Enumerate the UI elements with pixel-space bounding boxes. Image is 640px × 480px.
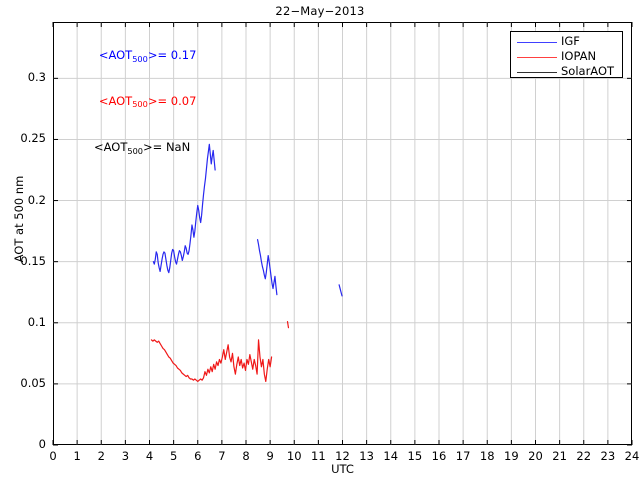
y-tick-label: 0 — [38, 437, 46, 451]
annotation-mean-aot: <AOT500>= 0.17 — [98, 48, 197, 64]
y-tick-label: 0.1 — [27, 314, 46, 329]
legend-item-solaraot: SolarAOT — [511, 64, 624, 80]
x-tick-label: 24 — [624, 449, 640, 463]
x-tick-label: 5 — [169, 449, 178, 463]
x-tick-label: 9 — [266, 449, 274, 463]
x-tick-label: 10 — [286, 449, 302, 463]
x-tick-label: 17 — [455, 449, 471, 463]
y-axis-label: AOT at 500 nm — [12, 175, 26, 263]
x-tick-label: 21 — [552, 449, 567, 463]
x-tick-label: 20 — [528, 449, 543, 463]
x-tick-label: 16 — [431, 449, 447, 463]
legend-label-iopan: IOPAN — [561, 49, 597, 63]
x-tick-label: 2 — [97, 449, 105, 463]
x-tick-label: 19 — [504, 449, 519, 463]
legend-label-solaraot: SolarAOT — [561, 64, 615, 78]
chart-title: 22−May−2013 — [275, 4, 365, 18]
x-tick-label: 18 — [479, 449, 495, 463]
x-tick-label: 7 — [218, 449, 226, 463]
legend-swatch-solaraot — [517, 72, 557, 73]
x-tick-label: 0 — [49, 449, 57, 463]
legend-label-igf: IGF — [561, 34, 580, 48]
legend: IGF IOPAN SolarAOT — [510, 31, 623, 78]
y-tick-label: 0.3 — [27, 70, 46, 85]
y-tick-label: 0.15 — [20, 253, 46, 268]
x-tick-label: 12 — [335, 449, 350, 463]
x-tick-label: 13 — [359, 449, 374, 463]
legend-swatch-iopan — [517, 57, 557, 58]
y-tick-label: 0.2 — [27, 192, 46, 207]
x-axis-label: UTC — [331, 462, 354, 476]
x-tick-label: 14 — [383, 449, 399, 463]
x-tick-label: 15 — [407, 449, 423, 463]
legend-swatch-igf — [517, 42, 557, 43]
x-tick-label: 22 — [576, 449, 592, 463]
x-tick-label: 23 — [600, 449, 616, 463]
x-tick-label: 11 — [311, 449, 326, 463]
legend-item-igf: IGF — [511, 34, 624, 50]
x-tick-label: 6 — [194, 449, 202, 463]
y-tick-label: 0.25 — [20, 131, 46, 146]
legend-item-iopan: IOPAN — [511, 49, 624, 65]
annotation-mean-aot: <AOT500>= 0.07 — [98, 93, 197, 110]
x-tick-label: 3 — [121, 449, 130, 463]
plot-area — [53, 22, 632, 445]
x-tick-label: 4 — [145, 449, 154, 463]
x-tick-label: 1 — [73, 449, 81, 463]
y-tick-label: 0.05 — [20, 375, 46, 390]
x-tick-label: 8 — [242, 449, 250, 463]
annotation-mean-aot: <AOT500>= NaN — [94, 140, 191, 156]
